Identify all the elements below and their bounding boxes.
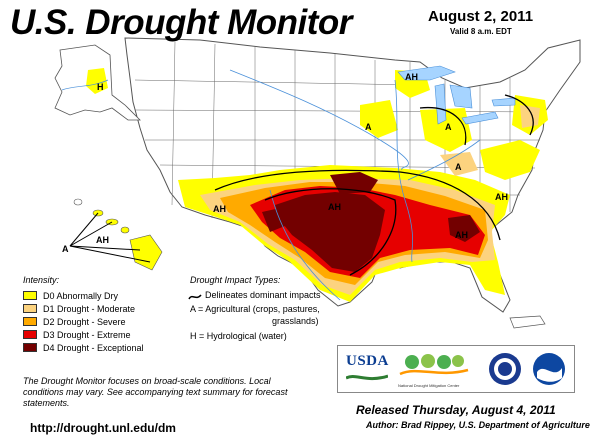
rio-grande: [269, 189, 341, 301]
label-hawaii-a: A: [62, 244, 69, 254]
legend-item: D4 Drought - Exceptional: [23, 342, 144, 353]
puerto-rico: [509, 315, 546, 329]
legend-item: D3 Drought - Extreme: [23, 329, 131, 340]
usda-logo: USDA: [346, 353, 388, 385]
impact-line-texas: [264, 188, 397, 276]
lake-michigan: [434, 83, 447, 125]
disclaimer-note: The Drought Monitor focuses on broad-sca…: [23, 376, 288, 408]
impact-agricultural: A = Agricultural (crops, pastures,: [190, 304, 320, 314]
legend-swatch: [23, 304, 37, 313]
impact-line-icon: [188, 294, 202, 300]
d1-kentucky: [440, 152, 478, 176]
intensity-title: Intensity:: [23, 275, 60, 285]
map-date: August 2, 2011: [428, 8, 534, 25]
d0-midatlantic: [480, 140, 540, 180]
lake-huron: [449, 84, 473, 109]
alaska-drought: [86, 68, 108, 94]
d1-northeast: [520, 105, 540, 128]
hawaii-islands: [73, 198, 163, 271]
legend-item: D0 Abnormally Dry: [23, 290, 118, 301]
impact-line-northeast: [504, 94, 534, 136]
hawaii-pointer-lines: [69, 212, 151, 263]
label-hawaii-ah: AH: [96, 235, 109, 245]
lake-ontario: [491, 97, 516, 107]
legend-swatch: [23, 343, 37, 352]
d4-texas: [275, 192, 385, 272]
d4-georgia: [448, 215, 480, 242]
author-line: Author: Brad Rippey, U.S. Department of …: [366, 420, 590, 430]
label-northeast: AH: [405, 72, 418, 82]
legend-swatch: [23, 291, 37, 300]
label-kentucky: A: [455, 162, 462, 172]
label-alaska: H: [97, 82, 104, 92]
alaska-river: [61, 79, 109, 91]
website-url[interactable]: http://drought.unl.edu/dm: [30, 421, 176, 435]
label-southeast: AH: [455, 230, 468, 240]
impact-line-midwest: [419, 107, 467, 146]
label-texas: AH: [328, 202, 341, 212]
label-southwest: AH: [213, 204, 226, 214]
legend-swatch: [23, 330, 37, 339]
doc-seal-icon: [489, 353, 521, 385]
noaa-logo-icon: [533, 353, 565, 385]
label-midwest: A: [445, 122, 452, 132]
release-date: Released Thursday, August 4, 2011: [356, 403, 556, 417]
impact-line-south: [214, 169, 501, 241]
impact-agricultural-cont: grasslands): [272, 316, 319, 326]
impact-desc: Delineates dominant impacts: [205, 290, 321, 300]
drought-areas: [178, 70, 548, 302]
lake-superior: [397, 65, 456, 81]
label-carolinas: AH: [495, 192, 508, 202]
ndmc-logo: National Drought Mitigation Center: [398, 352, 470, 388]
lake-erie: [461, 111, 499, 125]
legend-item: D1 Drought - Moderate: [23, 303, 135, 314]
label-plains: A: [365, 122, 372, 132]
mississippi-river: [394, 79, 414, 263]
impact-hydrological: H = Hydrological (water): [190, 331, 287, 341]
agency-logos: USDA National Drought Mitigation Center: [337, 345, 575, 393]
missouri-river: [229, 69, 409, 171]
page-title: U.S. Drought Monitor: [10, 3, 352, 42]
legend-swatch: [23, 317, 37, 326]
great-lakes: [397, 65, 516, 125]
impact-labels: H A AH AH A AH AH AH A A AH: [62, 72, 508, 254]
legend-item: D2 Drought - Severe: [23, 316, 126, 327]
d0-plains: [360, 100, 398, 138]
rivers: [229, 69, 481, 301]
impact-title: Drought Impact Types:: [190, 275, 281, 285]
impact-boundaries: [214, 94, 534, 276]
ohio-river: [407, 139, 481, 181]
valid-time: Valid 8 a.m. EDT: [450, 27, 512, 36]
d4-newmexico: [262, 208, 285, 232]
